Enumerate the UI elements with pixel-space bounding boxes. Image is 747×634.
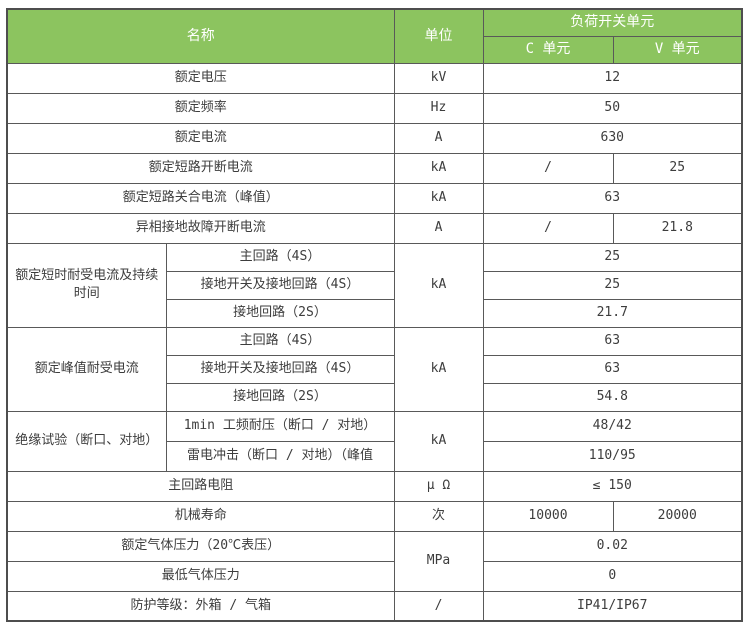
minimum-gas-pressure-name: 最低气体压力	[6, 560, 395, 592]
short-time-withstand-sub-0: 主回路（4S）	[165, 242, 395, 272]
insulation-test-value-1: 110/95	[482, 440, 743, 472]
row-short-time-withstand-1: 额定短时耐受电流及持续时间 主回路（4S） kA 25	[6, 242, 743, 328]
header-name: 名称	[6, 8, 395, 64]
short-time-withstand-unit: kA	[393, 242, 484, 328]
insulation-test-group-label: 绝缘试验（断口、对地）	[6, 410, 167, 472]
rated-frequency-unit: Hz	[393, 92, 484, 124]
peak-withstand-sub-1: 接地开关及接地回路（4S）	[165, 354, 395, 384]
protection-class-value: IP41/IP67	[482, 590, 743, 622]
peak-withstand-value-2: 54.8	[482, 382, 743, 412]
rated-frequency-name: 额定频率	[6, 92, 395, 124]
row-insulation-test-1: 绝缘试验（断口、对地） 1min 工频耐压（断口 / 对地） kA 48/42	[6, 410, 743, 472]
row-rated-gas-pressure: 额定气体压力（20℃表压） MPa 0.02	[6, 530, 743, 592]
short-circuit-breaking-v: 25	[612, 152, 743, 184]
main-circuit-resistance-unit: μ Ω	[393, 470, 484, 502]
rated-gas-pressure-value: 0.02	[482, 530, 743, 562]
header-sub-c: C 单元	[482, 35, 614, 64]
protection-class-unit: /	[393, 590, 484, 622]
short-time-withstand-sub-1: 接地开关及接地回路（4S）	[165, 270, 395, 300]
short-circuit-making-name: 额定短路关合电流（峰值）	[6, 182, 395, 214]
peak-withstand-group-label: 额定峰值耐受电流	[6, 326, 167, 412]
earth-fault-breaking-v: 21.8	[612, 212, 743, 244]
header-row-top: 名称 单位 负荷开关单元	[6, 8, 743, 64]
row-peak-withstand-2: 接地开关及接地回路（4S） 63	[7, 354, 743, 384]
rated-current-value: 630	[482, 122, 743, 154]
earth-fault-breaking-unit: A	[393, 212, 484, 244]
short-time-withstand-sub-2: 接地回路（2S）	[165, 298, 395, 328]
rated-voltage-unit: kV	[393, 62, 484, 94]
header-sub-v: V 单元	[612, 35, 743, 64]
insulation-test-sub-1: 雷电冲击（断口 / 对地）（峰值	[165, 440, 395, 472]
row-short-circuit-breaking: 额定短路开断电流 kA / 25	[6, 152, 743, 184]
peak-withstand-value-1: 63	[482, 354, 743, 384]
gas-pressure-unit: MPa	[393, 530, 484, 592]
short-circuit-making-value: 63	[482, 182, 743, 214]
insulation-test-value-0: 48/42	[482, 410, 743, 442]
minimum-gas-pressure-value: 0	[482, 560, 743, 592]
short-time-withstand-value-2: 21.7	[482, 298, 743, 328]
rated-voltage-value: 12	[482, 62, 743, 94]
short-circuit-breaking-name: 额定短路开断电流	[6, 152, 395, 184]
row-peak-withstand-3: 接地回路（2S） 54.8	[7, 382, 743, 412]
row-main-circuit-resistance: 主回路电阻 μ Ω ≤ 150	[6, 470, 743, 502]
short-time-withstand-value-1: 25	[482, 270, 743, 300]
header-group: 负荷开关单元	[482, 8, 743, 37]
peak-withstand-unit: kA	[393, 326, 484, 412]
peak-withstand-sub-2: 接地回路（2S）	[165, 382, 395, 412]
insulation-test-unit: kA	[393, 410, 484, 472]
row-short-time-withstand-2: 接地开关及接地回路（4S） 25	[7, 270, 743, 300]
row-earth-fault-breaking: 异相接地故障开断电流 A / 21.8	[6, 212, 743, 244]
header-unit: 单位	[393, 8, 484, 64]
row-mechanical-life: 机械寿命 次 10000 20000	[6, 500, 743, 532]
row-protection-class: 防护等级：外箱 / 气箱 / IP41/IP67	[6, 590, 743, 622]
protection-class-name: 防护等级：外箱 / 气箱	[6, 590, 395, 622]
short-circuit-breaking-c: /	[482, 152, 614, 184]
peak-withstand-sub-0: 主回路（4S）	[165, 326, 395, 356]
row-short-time-withstand-3: 接地回路（2S） 21.7	[7, 298, 743, 328]
earth-fault-breaking-name: 异相接地故障开断电流	[6, 212, 395, 244]
main-circuit-resistance-value: ≤ 150	[482, 470, 743, 502]
row-rated-voltage: 额定电压 kV 12	[6, 62, 743, 94]
short-circuit-making-unit: kA	[393, 182, 484, 214]
row-minimum-gas-pressure: 最低气体压力 0	[6, 560, 743, 592]
main-circuit-resistance-name: 主回路电阻	[6, 470, 395, 502]
row-peak-withstand-1: 额定峰值耐受电流 主回路（4S） kA 63	[6, 326, 743, 412]
row-rated-frequency: 额定频率 Hz 50	[6, 92, 743, 124]
mechanical-life-unit: 次	[393, 500, 484, 532]
insulation-test-sub-0: 1min 工频耐压（断口 / 对地）	[165, 410, 395, 442]
short-time-withstand-group-label: 额定短时耐受电流及持续时间	[6, 242, 167, 328]
row-rated-current: 额定电流 A 630	[6, 122, 743, 154]
rated-voltage-name: 额定电压	[6, 62, 395, 94]
rated-current-name: 额定电流	[6, 122, 395, 154]
header-row-sub: C 单元 V 单元	[7, 35, 743, 64]
mechanical-life-v: 20000	[612, 500, 743, 532]
rated-gas-pressure-name: 额定气体压力（20℃表压）	[6, 530, 395, 562]
row-short-circuit-making: 额定短路关合电流（峰值） kA 63	[6, 182, 743, 214]
rated-current-unit: A	[393, 122, 484, 154]
mechanical-life-name: 机械寿命	[6, 500, 395, 532]
earth-fault-breaking-c: /	[482, 212, 614, 244]
spec-table: 名称 单位 负荷开关单元 C 单元 V 单元 额定电压 kV 12 额定频率 H…	[6, 8, 743, 622]
peak-withstand-value-0: 63	[482, 326, 743, 356]
rated-frequency-value: 50	[482, 92, 743, 124]
mechanical-life-c: 10000	[482, 500, 614, 532]
short-time-withstand-value-0: 25	[482, 242, 743, 272]
short-circuit-breaking-unit: kA	[393, 152, 484, 184]
row-insulation-test-2: 雷电冲击（断口 / 对地）（峰值 110/95	[7, 440, 743, 472]
